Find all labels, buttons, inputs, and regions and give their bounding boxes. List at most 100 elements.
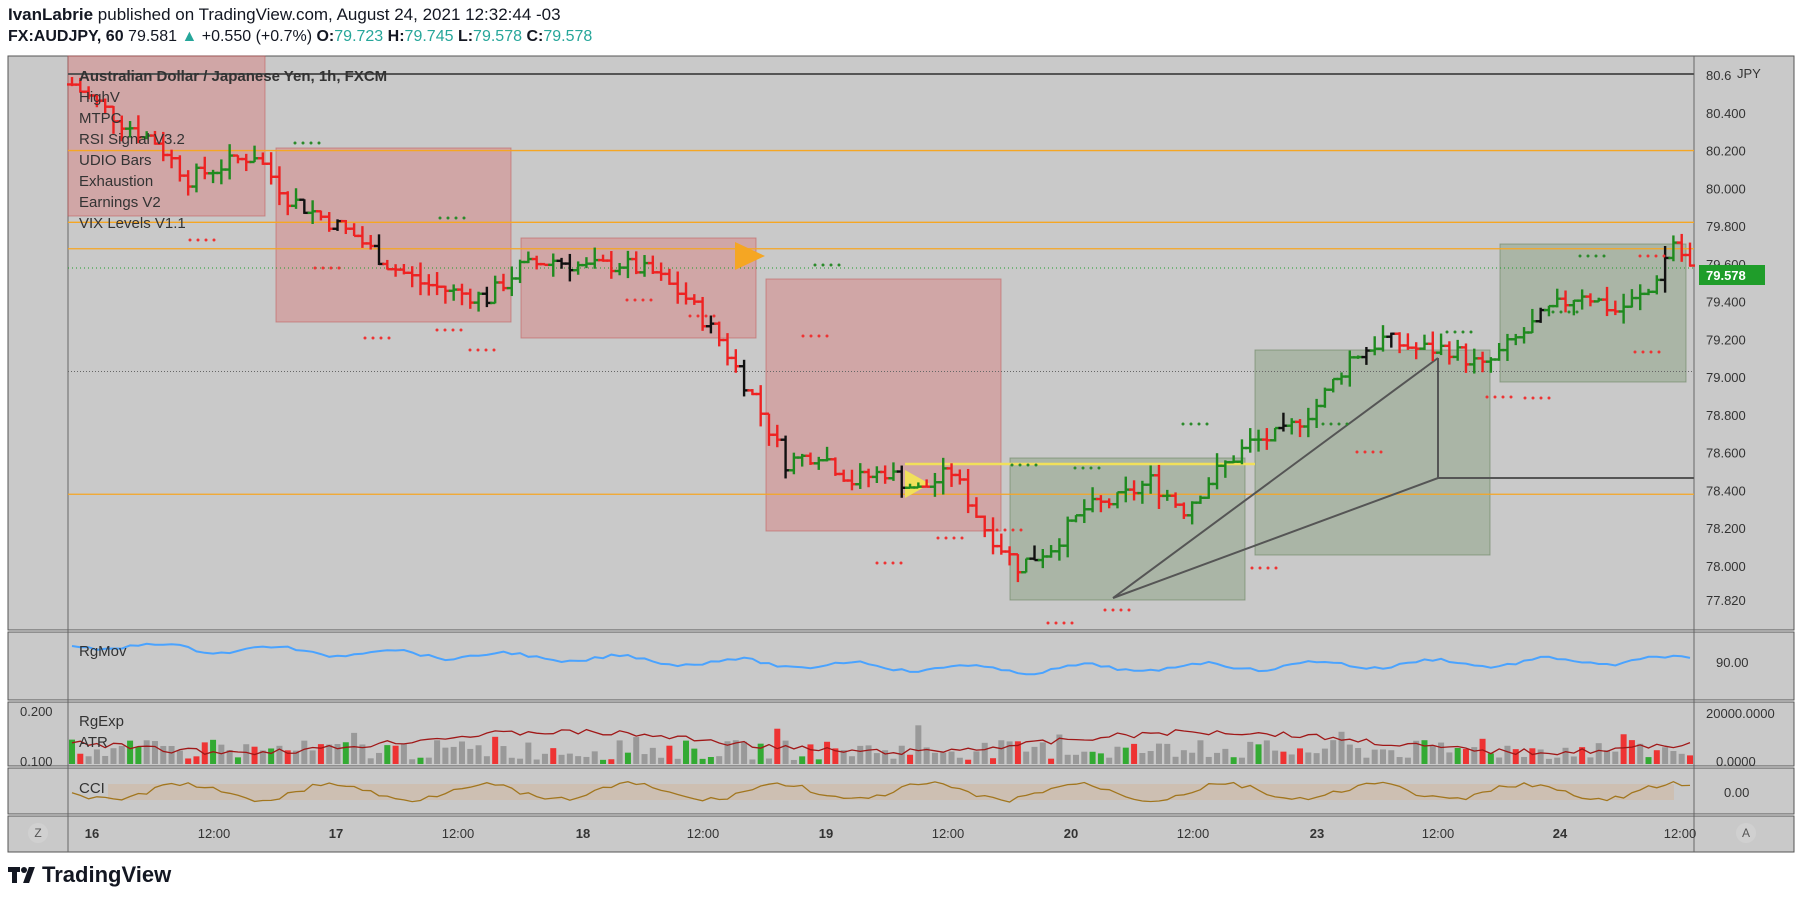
signal-dot: [1551, 310, 1555, 314]
signal-dot: [1321, 422, 1325, 426]
cci-pane[interactable]: [7, 767, 1795, 815]
price-bars: [67, 77, 1695, 583]
price-axis[interactable]: 80.60080.40080.20080.00079.80079.60079.4…: [1706, 68, 1746, 608]
rgexp-bar: [600, 759, 607, 764]
rgexp-bar: [1446, 752, 1453, 764]
cci-label[interactable]: CCI: [79, 780, 105, 797]
rgexp-bar: [1023, 751, 1030, 764]
zoom-button[interactable]: Z: [28, 823, 48, 843]
signal-dot: [196, 238, 200, 242]
cci-line: [71, 780, 1691, 803]
rgexp-bar: [1371, 749, 1378, 764]
rgmov-pane[interactable]: [7, 631, 1795, 701]
signal-dot: [1103, 608, 1107, 612]
symbol-label[interactable]: FX:AUDJPY, 60: [8, 28, 124, 45]
rgexp-label[interactable]: RgExp: [79, 713, 124, 730]
rgexp-bar: [384, 745, 391, 764]
signal-dot: [704, 314, 708, 318]
tradingview-logo[interactable]: TradingView: [8, 862, 171, 888]
signal-dot: [829, 263, 833, 267]
signal-dot: [1127, 608, 1131, 612]
signal-dot: [1594, 254, 1598, 258]
rgexp-bar: [732, 740, 739, 764]
rgexp-bar: [425, 757, 432, 764]
signal-dot: [1523, 396, 1527, 400]
rgmov-label[interactable]: RgMov: [79, 643, 127, 660]
rgexp-bar: [334, 744, 341, 764]
rgexp-bar: [633, 737, 640, 764]
main-pane[interactable]: [7, 55, 1795, 631]
rgexp-bar: [624, 752, 631, 764]
rgexp-bar: [1106, 757, 1113, 764]
time-axis-label: 24: [1553, 826, 1568, 841]
rgexp-bar: [367, 758, 374, 764]
rgexp-bar: [1429, 746, 1436, 764]
rgexp-bar: [376, 752, 383, 764]
legend-items: HighV MTPC RSI Signal V3.2 UDIO Bars Exhaust…: [79, 89, 186, 232]
auto-scale-button[interactable]: A: [1736, 823, 1756, 843]
signal-dot: [337, 266, 341, 270]
signal-dot: [837, 263, 841, 267]
signal-dot: [712, 314, 716, 318]
signal-dot: [1345, 422, 1349, 426]
rgexp-bar: [1604, 750, 1611, 764]
rgexp-bar: [1122, 747, 1129, 764]
rgexp-bar: [533, 759, 540, 764]
rgexp-bar: [359, 744, 366, 764]
rgexp-bar: [1595, 743, 1602, 764]
time-axis[interactable]: [7, 815, 1795, 853]
price-axis-label: 80.400: [1706, 106, 1746, 121]
rgexp-bar: [243, 744, 250, 764]
signal-dot: [451, 328, 455, 332]
time-axis-label: 12:00: [932, 826, 965, 841]
time-axis-label: 12:00: [198, 826, 231, 841]
rgexp-bar: [840, 750, 847, 764]
signal-dot: [1445, 330, 1449, 334]
signal-dot: [1355, 450, 1359, 454]
signal-dot: [293, 141, 297, 145]
signal-dot: [1662, 254, 1666, 258]
rgexp-bar: [1180, 750, 1187, 764]
rgexp-bar: [409, 759, 416, 764]
rgexp-bar: [525, 742, 532, 764]
price-axis-label: 77.820: [1706, 593, 1746, 608]
rgexp-bar: [434, 740, 441, 764]
rgexp-bar: [873, 753, 880, 764]
signal-dot: [809, 334, 813, 338]
rgexp-bar: [127, 740, 134, 764]
rgexp-bar: [1554, 757, 1561, 764]
rgexp-bar: [1388, 750, 1395, 764]
signal-dot: [1575, 310, 1579, 314]
rgexp-bar: [1454, 748, 1461, 764]
time-axis-label: 12:00: [442, 826, 475, 841]
rgexp-bar: [1297, 748, 1304, 764]
rgexp-bar: [392, 745, 399, 764]
atr-label[interactable]: ATR: [79, 734, 108, 751]
signal-dot: [891, 561, 895, 565]
price-axis-label: 80.000: [1706, 181, 1746, 196]
legend-item: HighV: [79, 89, 120, 106]
legend-title[interactable]: Australian Dollar / Japanese Yen, 1h, FX…: [79, 68, 387, 85]
zone-rectangles: [67, 55, 1687, 601]
price-change: +0.550 (+0.7%): [201, 28, 313, 45]
rgexp-bar: [1562, 747, 1569, 764]
price-axis-label: 78.000: [1706, 559, 1746, 574]
price-axis-label: 78.200: [1706, 521, 1746, 536]
rgexp-bar: [1247, 741, 1254, 764]
signal-dot: [649, 298, 653, 302]
rgexp-bar: [160, 745, 167, 764]
rgexp-bar: [558, 754, 565, 764]
rgexp-bar: [674, 758, 681, 764]
rgexp-bar: [1338, 731, 1345, 764]
author-name[interactable]: IvanLabrie: [8, 5, 94, 24]
signal-dot: [317, 141, 321, 145]
signal-dot: [204, 238, 208, 242]
low-label: L:: [457, 28, 474, 45]
time-axis-labels[interactable]: 16 12:00 17 12:00 18 12:00 19 12:00 20 12:00 23 12:…: [85, 826, 1697, 841]
rgexp-bar: [824, 741, 831, 764]
rgexp-bar: [351, 732, 358, 764]
signal-dot: [321, 266, 325, 270]
signal-dot: [438, 216, 442, 220]
rgexp-bar: [1321, 748, 1328, 764]
